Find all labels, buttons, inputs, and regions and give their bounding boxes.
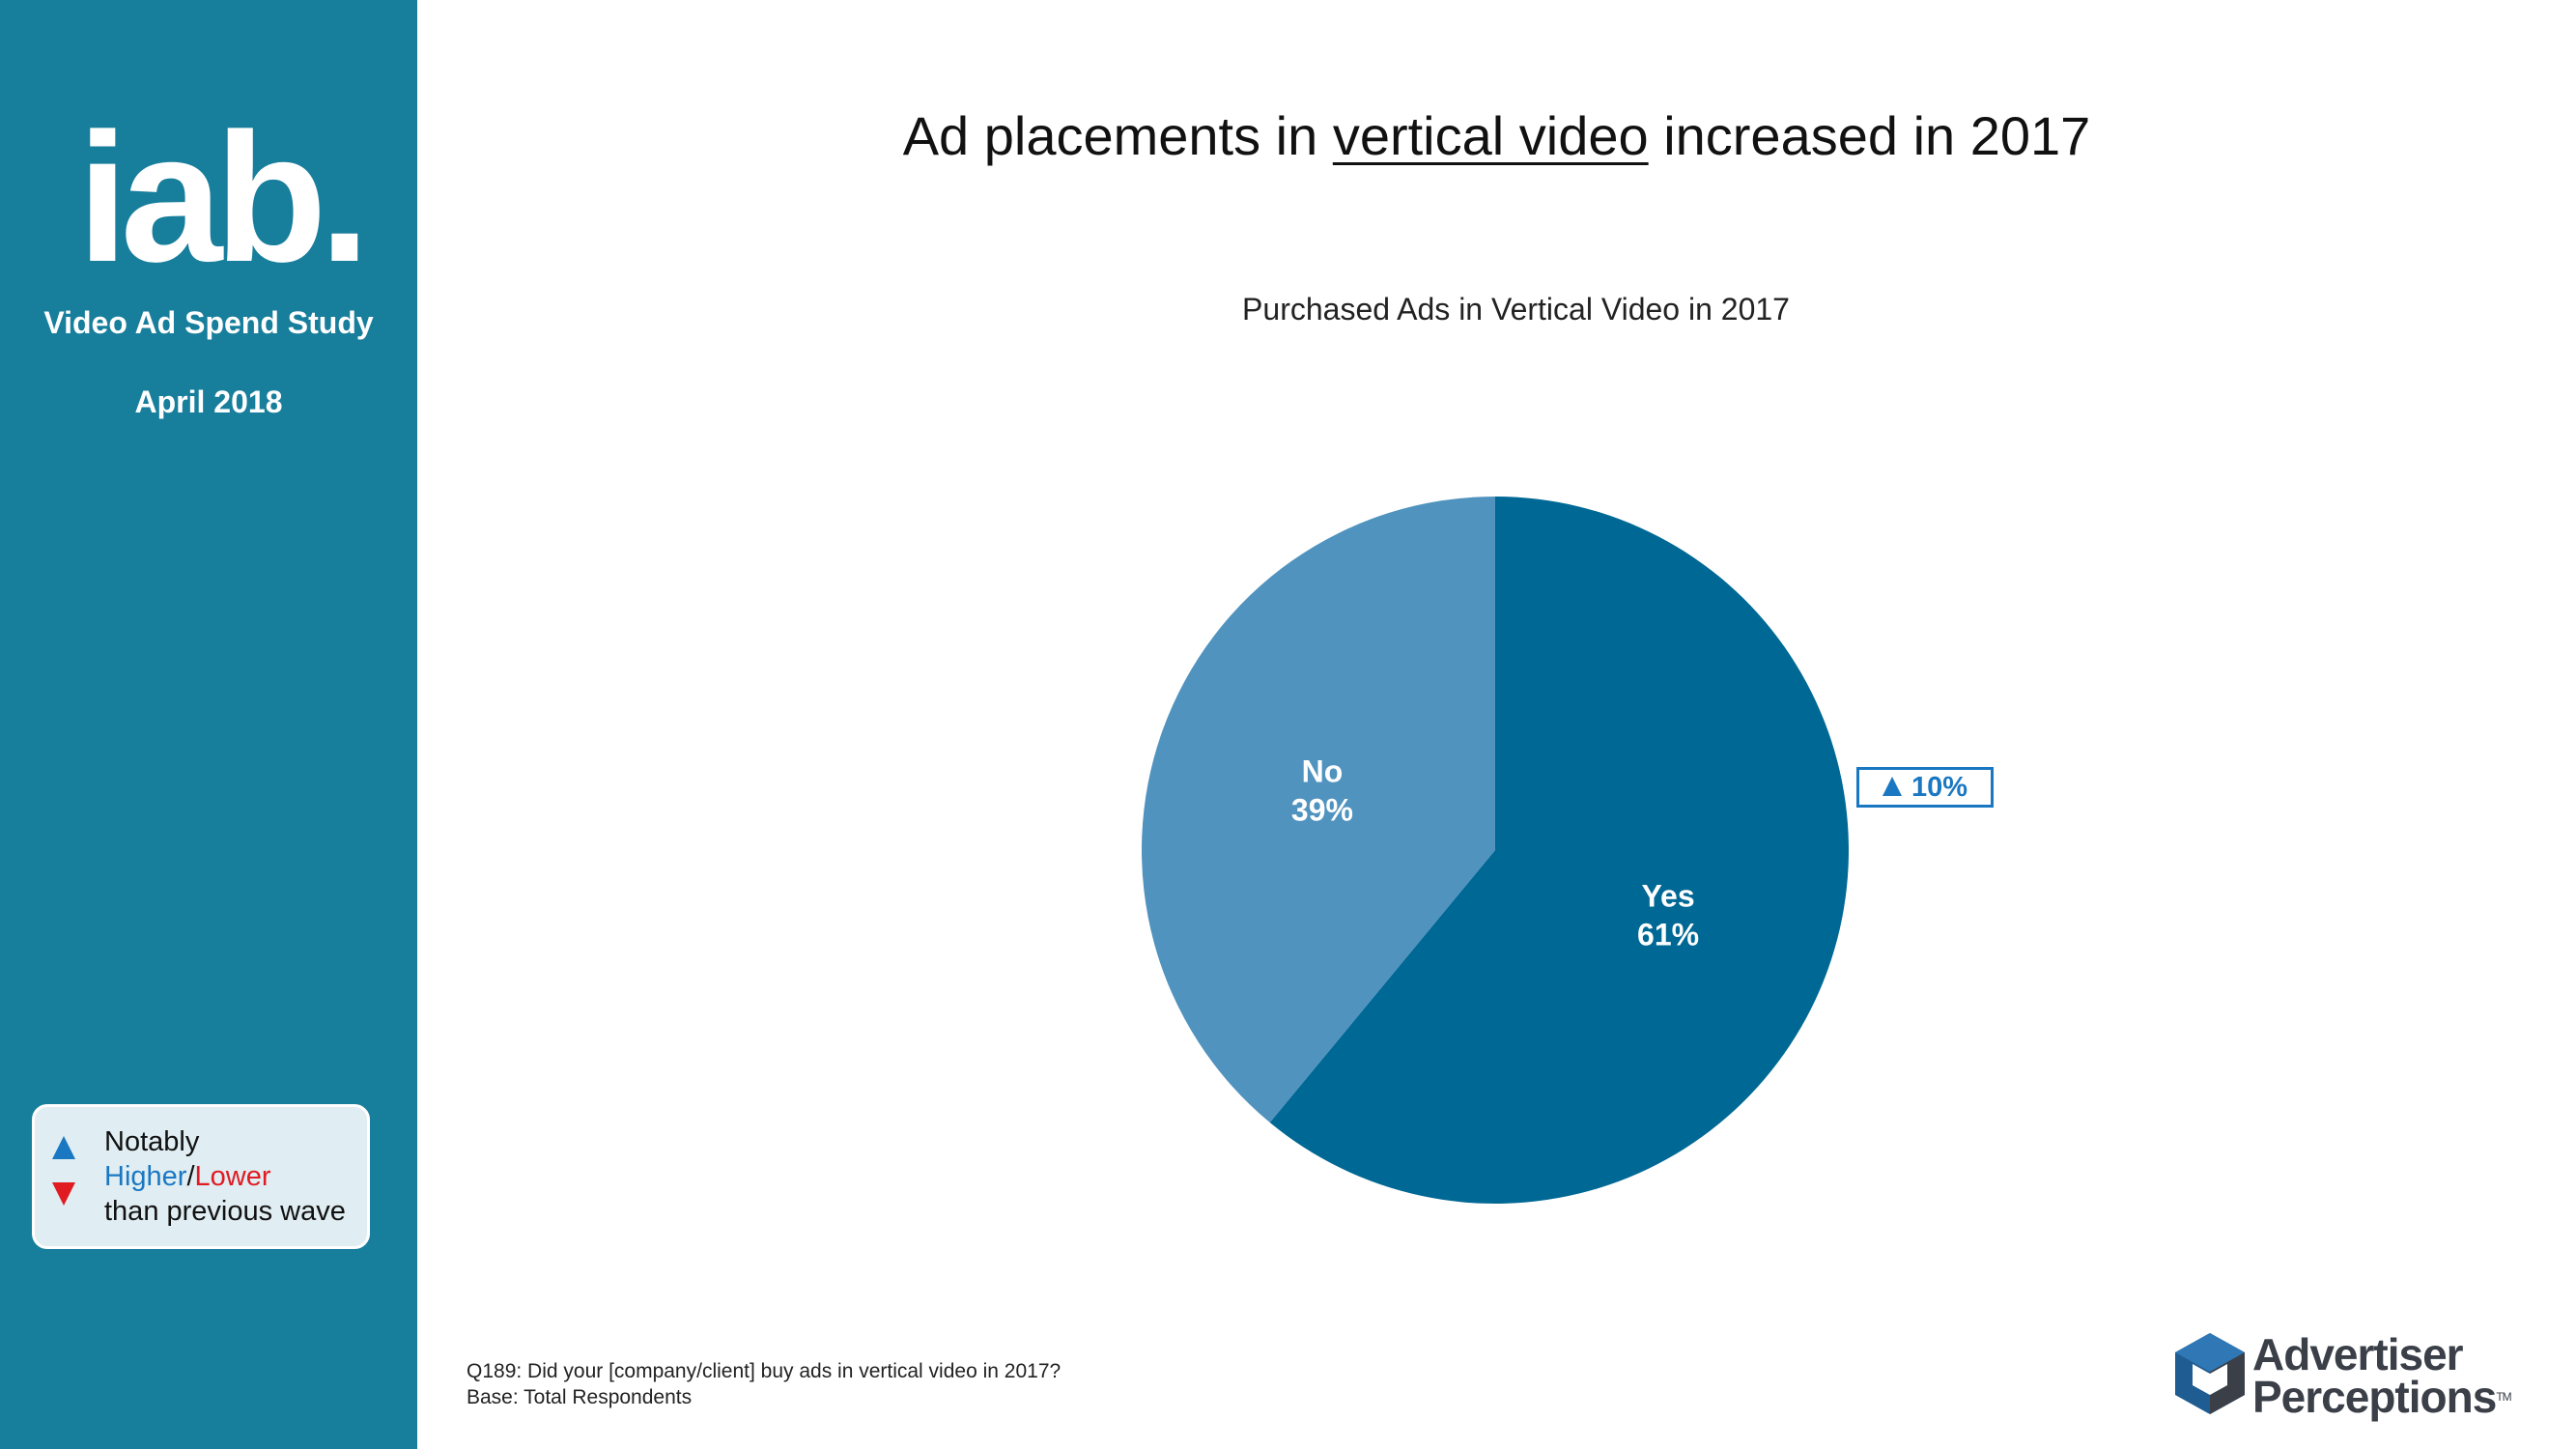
pie-slice-yes [1269,497,1849,1204]
change-badge: 10% [1856,767,1994,808]
legend-text: Notably Higher/Lower than previous wave [104,1124,346,1229]
change-badge-value: 10% [1911,772,1968,803]
footnote-question: Q189: Did your [company/client] buy ads … [467,1360,1062,1382]
study-date: April 2018 [134,384,283,419]
footnote-base: Base: Total Respondents [467,1386,693,1408]
legend-line-3: than previous wave [104,1196,346,1227]
triangle-up-icon [1882,776,1902,796]
logo-text: iab. [77,116,362,270]
change-legend: Notably Higher/Lower than previous wave [32,1104,370,1249]
page-title: Ad placements in vertical video increase… [417,104,2576,167]
brand-line-2: PerceptionsTM [2252,1375,2512,1419]
legend-higher: Higher [104,1161,187,1192]
legend-line-2: Higher/Lower [104,1159,346,1194]
slice-value-no: 39% [1291,793,1353,828]
slice-label-no: No [1302,754,1344,789]
title-prefix: Ad placements in [902,105,1333,166]
legend-separator: / [186,1161,195,1192]
brand-tm: TM [2496,1390,2511,1404]
slice-label-yes: Yes [1641,878,1694,913]
brand-line-1: Advertiser [2252,1329,2464,1379]
sidebar: iab. Video Ad Spend Study April 2018 Not… [0,0,417,1449]
legend-line-1: Notably [104,1126,200,1157]
title-suffix: increased in 2017 [1648,105,2091,166]
brand-line-2-text: Perceptions [2252,1372,2497,1422]
chart-title: Purchased Ads in Vertical Video in 2017 [1242,292,1790,327]
pie-slice-no [1142,497,1495,1123]
legend-lower: Lower [194,1161,271,1192]
brand-name: Advertiser PerceptionsTM [2252,1329,2512,1419]
footnote: Q189: Did your [company/client] buy ads … [467,1358,1061,1410]
iab-logo: iab. [77,116,367,270]
triangle-up-icon [52,1136,75,1159]
title-underlined: vertical video [1332,105,1649,166]
slice-value-yes: 61% [1637,917,1699,952]
advertiser-perceptions-logo-icon [2175,1333,2245,1414]
triangle-down-icon [52,1182,75,1206]
study-name: Video Ad Spend Study [43,305,374,340]
